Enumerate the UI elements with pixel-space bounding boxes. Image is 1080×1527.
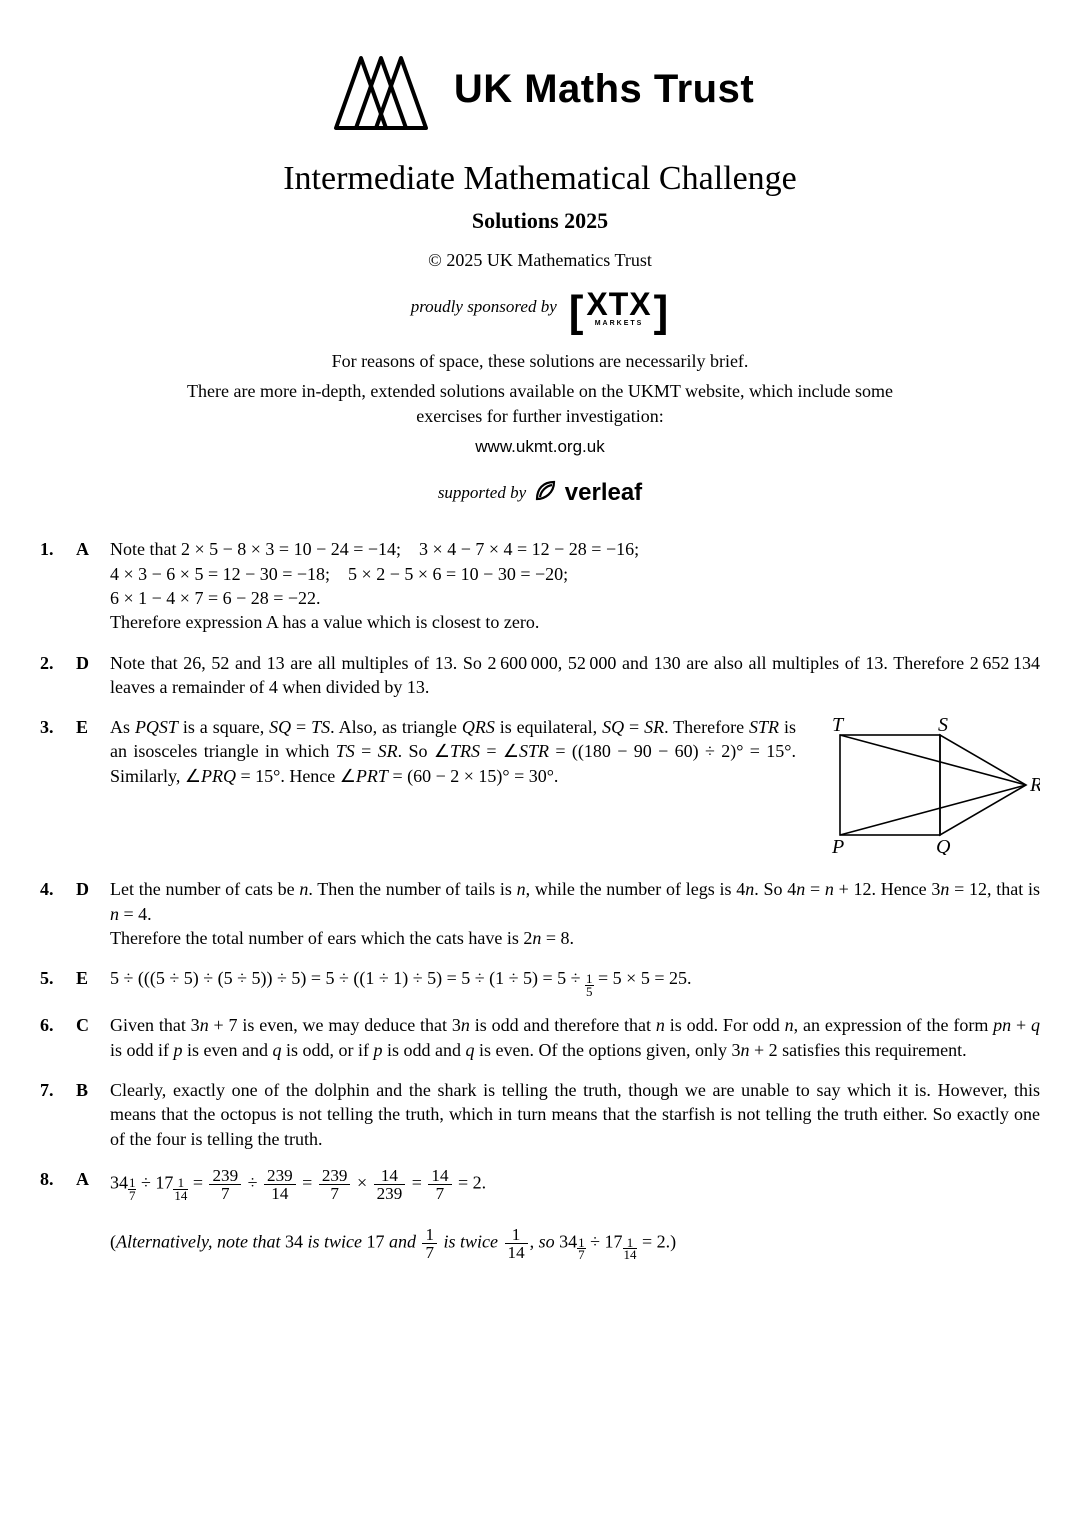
- solution-row: 3.EAs PQST is a square, SQ = TS. Also, a…: [40, 715, 1040, 861]
- solution-body: Note that 26, 52 and 13 are all multiple…: [110, 651, 1040, 700]
- solution-answer: D: [76, 877, 110, 901]
- ukmt-logo-icon: [326, 40, 436, 138]
- page-title: Intermediate Mathematical Challenge: [40, 156, 1040, 202]
- sponsor-logo: [ XTX MARKETS ]: [569, 288, 670, 327]
- solution-number: 5.: [40, 966, 76, 990]
- solution-number: 8.: [40, 1167, 76, 1191]
- sponsor-row: proudly sponsored by [ XTX MARKETS ]: [40, 288, 1040, 327]
- solution-row: 5.E5 ÷ (((5 ÷ 5) ÷ (5 ÷ 5)) ÷ 5) = 5 ÷ (…: [40, 966, 1040, 997]
- solution-row: 2.DNote that 26, 52 and 13 are all multi…: [40, 651, 1040, 700]
- svg-text:S: S: [938, 715, 948, 736]
- logo-row: UK Maths Trust: [40, 40, 1040, 138]
- solution-row: 6.CGiven that 3n + 7 is even, we may ded…: [40, 1013, 1040, 1062]
- document-header: UK Maths Trust Intermediate Mathematical…: [40, 40, 1040, 509]
- sponsor-sub: MARKETS: [595, 320, 644, 327]
- solution-body: Let the number of cats be n. Then the nu…: [110, 877, 1040, 950]
- solution-row: 4.DLet the number of cats be n. Then the…: [40, 877, 1040, 950]
- solution-body: Note that 2 × 5 − 8 × 3 = 10 − 24 = −14;…: [110, 537, 1040, 634]
- svg-text:T: T: [832, 715, 845, 736]
- svg-text:P: P: [831, 836, 844, 855]
- solution-body: 5 ÷ (((5 ÷ 5) ÷ (5 ÷ 5)) ÷ 5) = 5 ÷ ((1 …: [110, 966, 1040, 997]
- org-name: UK Maths Trust: [454, 62, 754, 116]
- solution-row: 7.BClearly, exactly one of the dolphin a…: [40, 1078, 1040, 1151]
- solution-number: 4.: [40, 877, 76, 901]
- page-subtitle: Solutions 2025: [40, 206, 1040, 236]
- solution-number: 3.: [40, 715, 76, 739]
- solution-body: Given that 3n + 7 is even, we may deduce…: [110, 1013, 1040, 1062]
- solution-answer: B: [76, 1078, 110, 1102]
- solution-answer: E: [76, 715, 110, 739]
- leaf-icon: [534, 479, 565, 506]
- solution-text: As PQST is a square, SQ = TS. Also, as t…: [110, 715, 796, 788]
- overleaf-logo: verleaf: [534, 477, 642, 509]
- intro-line-1: For reasons of space, these solutions ar…: [40, 349, 1040, 373]
- solution-number: 2.: [40, 651, 76, 675]
- solution-answer: E: [76, 966, 110, 990]
- copyright-line: © 2025 UK Mathematics Trust: [40, 248, 1040, 272]
- svg-text:Q: Q: [936, 836, 951, 855]
- solutions-list: 1.ANote that 2 × 5 − 8 × 3 = 10 − 24 = −…: [40, 537, 1040, 1261]
- solution-row: 1.ANote that 2 × 5 − 8 × 3 = 10 − 24 = −…: [40, 537, 1040, 634]
- solution-body: Clearly, exactly one of the dolphin and …: [110, 1078, 1040, 1151]
- svg-text:R: R: [1029, 774, 1040, 796]
- solution-answer: A: [76, 1167, 110, 1191]
- solution-answer: A: [76, 537, 110, 561]
- website-url: www.ukmt.org.uk: [40, 436, 1040, 459]
- supported-label: supported by: [438, 482, 526, 505]
- intro-line-2: There are more in-depth, extended soluti…: [180, 379, 900, 428]
- sponsor-label: proudly sponsored by: [411, 296, 557, 319]
- geometry-figure: T S R P Q: [810, 715, 1040, 861]
- solution-body: 3417 ÷ 17114 = 2397 ÷ 23914 = 2397 × 142…: [110, 1167, 1040, 1262]
- solution-number: 7.: [40, 1078, 76, 1102]
- sponsor-name: XTX: [586, 288, 651, 320]
- solution-answer: C: [76, 1013, 110, 1037]
- solution-body: As PQST is a square, SQ = TS. Also, as t…: [110, 715, 1040, 861]
- solution-row: 8.A3417 ÷ 17114 = 2397 ÷ 23914 = 2397 × …: [40, 1167, 1040, 1262]
- solution-answer: D: [76, 651, 110, 675]
- supported-row: supported by verleaf: [40, 477, 1040, 509]
- solution-number: 6.: [40, 1013, 76, 1037]
- solution-number: 1.: [40, 537, 76, 561]
